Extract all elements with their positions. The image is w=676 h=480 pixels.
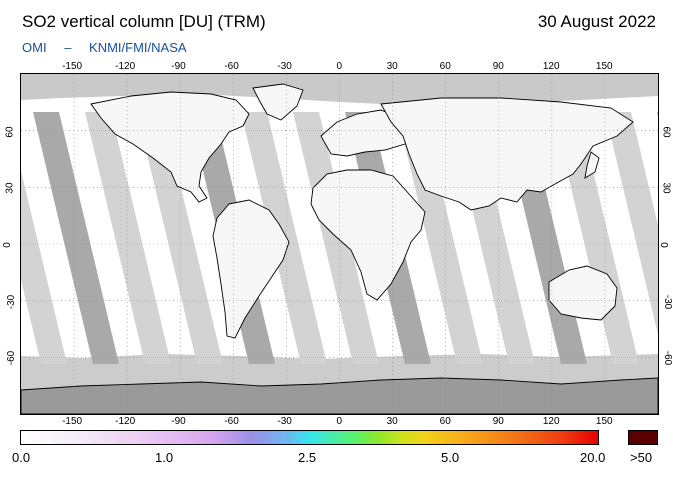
tick-label: 30 [4, 182, 16, 194]
tick-label: 90 [492, 416, 504, 427]
tick-label: -150 [62, 61, 83, 72]
tick-label: -30 [277, 61, 292, 72]
tick-label: 60 [660, 126, 672, 138]
south-america [212, 199, 290, 339]
tick-label: 0 [336, 416, 343, 427]
colorbar-label-2: 2.5 [298, 450, 317, 465]
tick-label: 150 [595, 416, 613, 427]
colorbar-overflow-swatch [628, 430, 658, 445]
north-america [90, 91, 250, 203]
tick-label: -150 [62, 416, 83, 427]
tick-label: 60 [439, 61, 451, 72]
australia [548, 265, 618, 321]
colorbar [20, 430, 599, 445]
swath-band [293, 112, 379, 364]
tick-label: -30 [662, 294, 674, 309]
tick-label: -30 [277, 416, 292, 427]
swath-band [85, 112, 171, 364]
tick-label: 0 [336, 61, 343, 72]
swath-band [657, 112, 658, 117]
tick-label: -60 [224, 61, 239, 72]
tick-label: 90 [492, 61, 504, 72]
colorbar-label-3: 5.0 [441, 450, 460, 465]
map-title: SO2 vertical column [DU] (TRM) [22, 12, 266, 31]
tick-label: 60 [439, 416, 451, 427]
tick-label: -90 [171, 61, 186, 72]
tick-label: -60 [662, 351, 674, 366]
tick-label: -60 [224, 416, 239, 427]
swath-band [21, 170, 67, 364]
tick-label: 30 [660, 182, 672, 194]
japan [584, 151, 600, 179]
colorbar-label-4: 20.0 [580, 450, 606, 465]
tick-label: -60 [6, 351, 18, 366]
so2-map: -150 -120 -90 -60 -30 0 30 60 90 120 150 -150 -120 -… [2, 62, 673, 427]
asia [380, 97, 634, 211]
graticule [21, 74, 658, 414]
credit-orgs: KNMI/FMI/NASA [89, 40, 187, 55]
map-date: 30 August 2022 [537, 12, 656, 31]
tick-label: 150 [595, 61, 613, 72]
tick-label: 120 [542, 61, 560, 72]
tick-label: -120 [115, 416, 136, 427]
credit-separator: – [64, 40, 72, 55]
tick-label: -30 [6, 294, 18, 309]
tick-label: 0 [1, 242, 13, 248]
tick-label: -120 [115, 61, 136, 72]
colorbar-label-1: 1.0 [155, 450, 174, 465]
tick-label: 60 [4, 126, 16, 138]
colorbar-overflow-label: >50 [630, 450, 653, 465]
map-canvas [21, 74, 658, 414]
colorbar-label-0: 0.0 [12, 450, 31, 465]
tick-label: 30 [386, 416, 398, 427]
tick-label: 30 [386, 61, 398, 72]
swath-band [553, 112, 639, 364]
continents [21, 83, 658, 414]
greenland [252, 83, 304, 121]
credit-instrument: OMI [22, 40, 47, 55]
tick-label: 0 [657, 242, 669, 248]
credits: OMI – KNMI/FMI/NASA [22, 40, 201, 55]
tick-label: -90 [171, 416, 186, 427]
tick-label: 120 [542, 416, 560, 427]
swath-band [33, 112, 119, 364]
